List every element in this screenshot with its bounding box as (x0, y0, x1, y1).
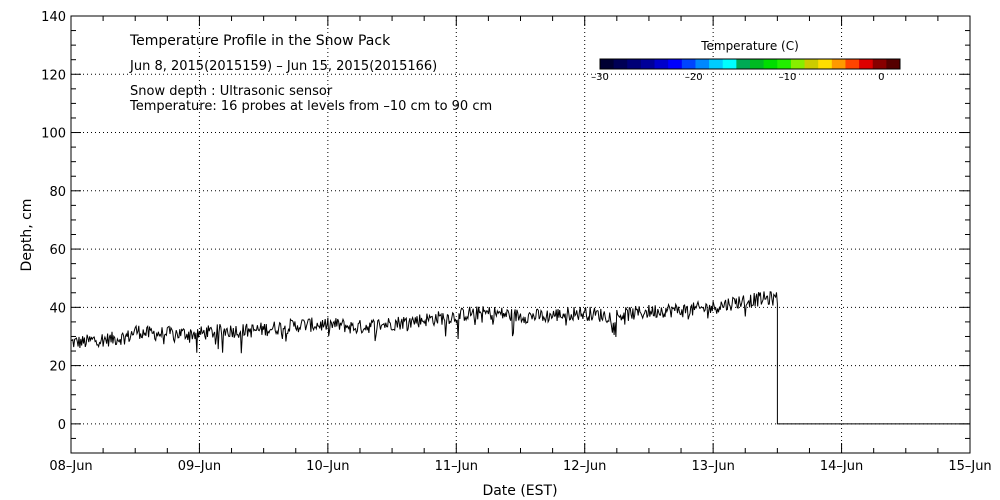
colorbar-segment (859, 59, 874, 69)
plot-frame (70, 15, 971, 454)
y-tick-label: 120 (41, 68, 66, 83)
colorbar-segment (627, 59, 642, 69)
colorbar-tick-label: 0 (878, 72, 884, 83)
colorbar-segment (763, 59, 778, 69)
colorbar-frame (599, 58, 901, 70)
y-tick-label: 40 (49, 301, 66, 316)
y-tick-label: 60 (49, 243, 66, 258)
colorbar-segment (790, 59, 806, 69)
y-tick-label: 20 (49, 360, 66, 375)
y-axis-title: Depth, cm (19, 199, 35, 272)
colorbar-segment (613, 59, 628, 69)
x-tick-label: 09–Jun (178, 459, 221, 474)
grid-lines (71, 16, 970, 453)
colorbar-segment (668, 59, 683, 69)
colorbar-segment (804, 59, 819, 69)
colorbar-segment (654, 59, 669, 69)
temperature-colorbar: Temperature (C) –30 –20 –10 0 (591, 39, 901, 83)
tick-labels: 08–Jun 09–Jun 10–Jun 11–Jun 12–Jun 13–Jun 14–J… (41, 10, 992, 474)
x-tick-label: 14–Jun (820, 459, 863, 474)
colorbar-segment (681, 59, 696, 69)
x-tick-label: 15–Jun (948, 459, 991, 474)
y-tick-label: 100 (41, 127, 66, 142)
chart-title: Temperature Profile in the Snow Pack (129, 33, 391, 49)
colorbar-segment (777, 59, 792, 69)
series-layer (70, 291, 970, 425)
colorbar-segment (886, 59, 901, 69)
colorbar-segment (600, 59, 615, 69)
colorbar-segment (736, 59, 751, 69)
x-axis-title: Date (EST) (482, 483, 557, 499)
x-tick-label: 12–Jun (563, 459, 606, 474)
colorbar-title: Temperature (C) (700, 39, 799, 53)
x-tick-label: 08–Jun (49, 459, 92, 474)
colorbar-segment (709, 59, 724, 69)
annotation-temperature: Temperature: 16 probes at levels from –1… (129, 99, 492, 114)
colorbar-segment (872, 59, 887, 69)
colorbar-segment (722, 59, 737, 69)
colorbar-tick-label: –10 (779, 72, 797, 83)
y-tick-label: 80 (49, 185, 66, 200)
x-tick-label: 13–Jun (691, 459, 734, 474)
chart-subtitle: Jun 8, 2015(2015159) – Jun 15, 2015(2015… (129, 59, 437, 74)
snow-depth-line (70, 291, 970, 425)
colorbar-segment (818, 59, 833, 69)
colorbar-tick-labels: –30 –20 –10 0 (591, 72, 884, 83)
colorbar-segments (599, 58, 901, 70)
x-tick-label: 10–Jun (306, 459, 349, 474)
colorbar-segment (640, 59, 656, 69)
colorbar-segment (750, 59, 765, 69)
colorbar-segment (831, 59, 846, 69)
colorbar-tick-label: –20 (685, 72, 703, 83)
y-tick-label: 0 (58, 418, 66, 433)
x-tick-label: 11–Jun (435, 459, 478, 474)
colorbar-segment (695, 59, 710, 69)
annotation-snow-depth: Snow depth : Ultrasonic sensor (130, 84, 333, 99)
colorbar-tick-label: –30 (591, 72, 609, 83)
y-tick-label: 140 (41, 10, 66, 25)
colorbar-segment (845, 59, 860, 69)
